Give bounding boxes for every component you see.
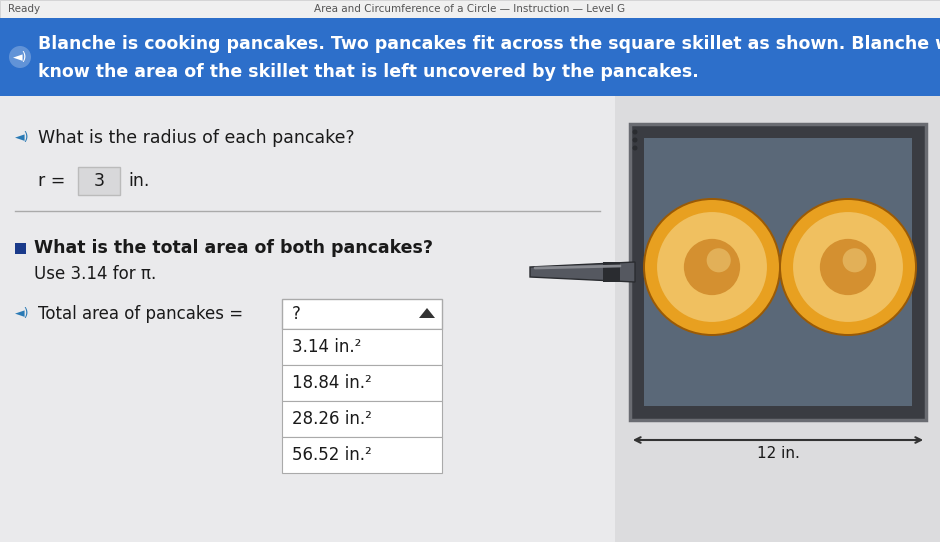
Bar: [0, 0, 940, 18]
Bar: [282, 401, 442, 437]
Circle shape: [643, 198, 781, 336]
Bar: [615, 96, 940, 542]
Circle shape: [633, 130, 637, 134]
Bar: [282, 299, 442, 329]
Text: ◄): ◄): [13, 50, 27, 63]
Circle shape: [842, 248, 867, 273]
Text: Total area of pancakes =: Total area of pancakes =: [38, 305, 243, 323]
Text: ◄): ◄): [15, 132, 29, 145]
Circle shape: [707, 248, 730, 273]
Bar: [282, 329, 442, 365]
Circle shape: [820, 239, 876, 295]
Text: ◄): ◄): [15, 307, 29, 320]
Bar: [282, 365, 442, 401]
Polygon shape: [419, 308, 435, 318]
Circle shape: [781, 200, 915, 334]
Text: Area and Circumference of a Circle — Instruction — Level G: Area and Circumference of a Circle — Ins…: [315, 4, 625, 14]
Polygon shape: [603, 262, 620, 282]
Bar: [78, 167, 120, 195]
Text: 18.84 in.²: 18.84 in.²: [292, 374, 371, 392]
Bar: [282, 437, 442, 473]
Text: know the area of the skillet that is left uncovered by the pancakes.: know the area of the skillet that is lef…: [38, 63, 698, 81]
Bar: [15, 242, 26, 254]
Text: 12 in.: 12 in.: [757, 447, 799, 461]
Text: Use 3.14 for π.: Use 3.14 for π.: [34, 265, 156, 283]
Circle shape: [657, 212, 767, 322]
Circle shape: [793, 212, 903, 322]
Text: What is the radius of each pancake?: What is the radius of each pancake?: [38, 129, 354, 147]
Text: Ready: Ready: [8, 4, 40, 14]
Circle shape: [9, 46, 31, 68]
Text: r =: r =: [38, 172, 66, 190]
Bar: [0, 96, 615, 542]
Circle shape: [779, 198, 917, 336]
Text: ?: ?: [292, 305, 301, 323]
Polygon shape: [530, 262, 635, 282]
Bar: [630, 124, 926, 420]
Circle shape: [633, 138, 637, 143]
Circle shape: [645, 200, 779, 334]
Text: 3.14 in.²: 3.14 in.²: [292, 338, 361, 356]
Text: in.: in.: [128, 172, 149, 190]
Text: Blanche is cooking pancakes. Two pancakes fit across the square skillet as shown: Blanche is cooking pancakes. Two pancake…: [38, 35, 940, 53]
Text: 28.26 in.²: 28.26 in.²: [292, 410, 372, 428]
Text: 56.52 in.²: 56.52 in.²: [292, 446, 371, 464]
Text: 3: 3: [93, 172, 104, 190]
Bar: [644, 138, 912, 406]
Circle shape: [633, 145, 637, 151]
Circle shape: [684, 239, 740, 295]
Text: What is the total area of both pancakes?: What is the total area of both pancakes?: [34, 239, 433, 257]
Bar: [0, 18, 940, 96]
